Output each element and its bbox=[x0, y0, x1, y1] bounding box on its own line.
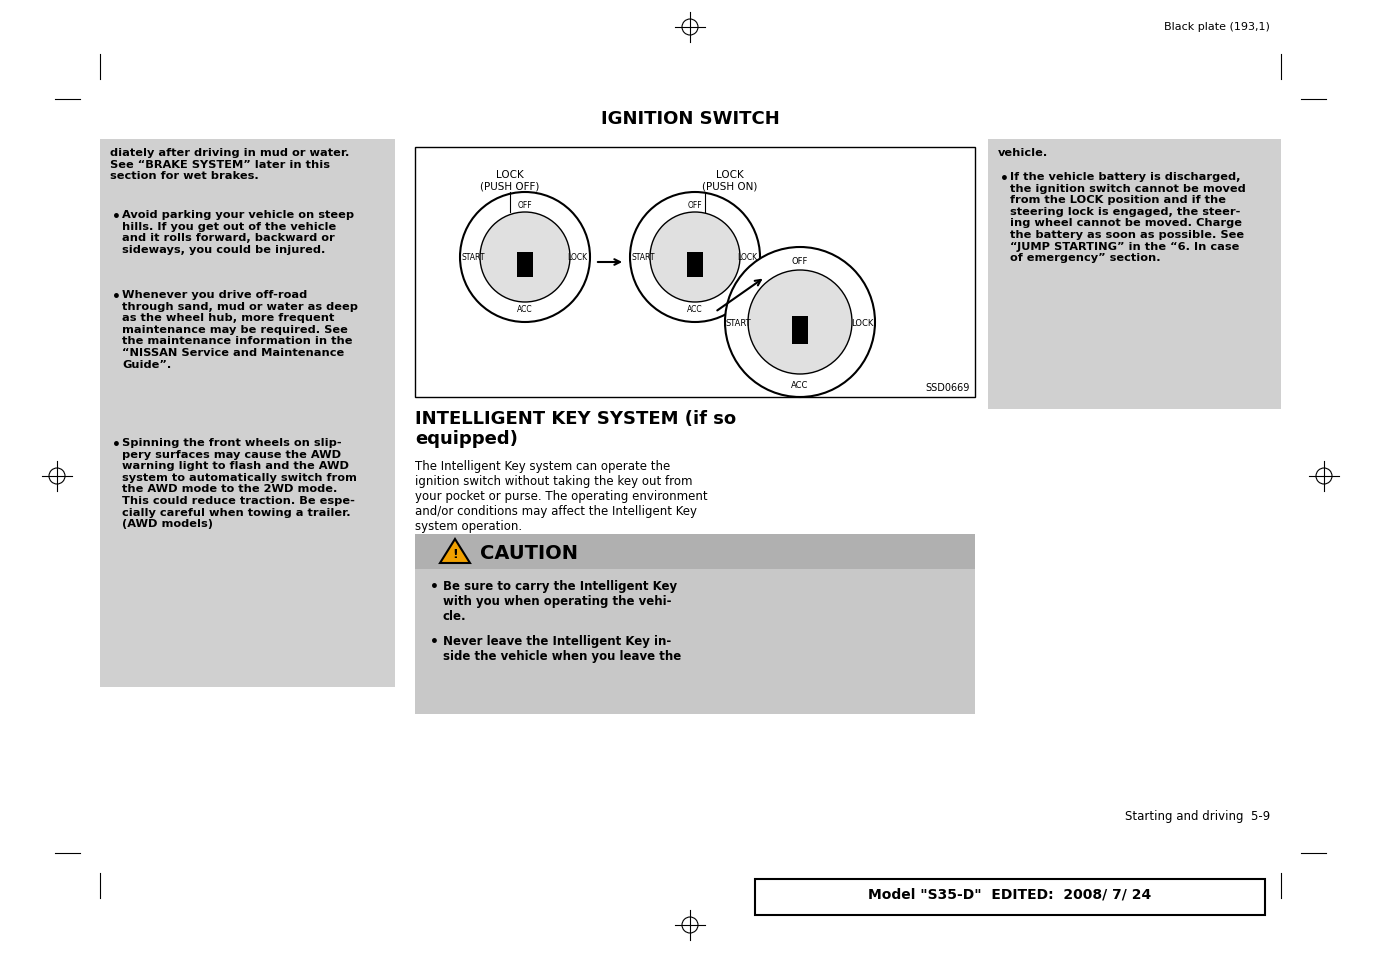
Text: START: START bbox=[461, 253, 485, 262]
Circle shape bbox=[460, 193, 590, 323]
Text: Avoid parking your vehicle on steep
hills. If you get out of the vehicle
and it : Avoid parking your vehicle on steep hill… bbox=[122, 210, 354, 254]
Bar bbox=[416, 535, 975, 569]
Polygon shape bbox=[441, 539, 470, 563]
Text: The Intelligent Key system can operate the
ignition switch without taking the ke: The Intelligent Key system can operate t… bbox=[416, 459, 707, 533]
Bar bbox=[516, 253, 533, 277]
Text: !: ! bbox=[452, 547, 458, 560]
Text: ACC: ACC bbox=[688, 305, 703, 314]
Text: CAUTION: CAUTION bbox=[481, 543, 579, 562]
Text: Whenever you drive off-road
through sand, mud or water as deep
as the wheel hub,: Whenever you drive off-road through sand… bbox=[122, 290, 358, 369]
Text: OFF: OFF bbox=[688, 201, 703, 211]
Text: vehicle.: vehicle. bbox=[998, 148, 1048, 158]
Circle shape bbox=[650, 213, 740, 303]
Text: LOCK
(PUSH ON): LOCK (PUSH ON) bbox=[703, 170, 758, 192]
Text: •: • bbox=[112, 210, 122, 224]
Circle shape bbox=[481, 213, 570, 303]
Text: IGNITION SWITCH: IGNITION SWITCH bbox=[601, 110, 779, 128]
Text: Starting and driving  5-9: Starting and driving 5-9 bbox=[1124, 809, 1271, 822]
Text: INTELLIGENT KEY SYSTEM (if so: INTELLIGENT KEY SYSTEM (if so bbox=[416, 410, 736, 428]
Circle shape bbox=[630, 193, 760, 323]
Text: LOCK: LOCK bbox=[568, 253, 587, 262]
Text: LOCK: LOCK bbox=[851, 318, 873, 327]
Bar bbox=[791, 316, 808, 345]
Text: LOCK: LOCK bbox=[737, 253, 757, 262]
Bar bbox=[416, 148, 975, 397]
Text: OFF: OFF bbox=[791, 256, 808, 265]
Text: Be sure to carry the Intelligent Key
with you when operating the vehi-
cle.: Be sure to carry the Intelligent Key wit… bbox=[443, 579, 677, 622]
Text: diately after driving in mud or water.
See “BRAKE SYSTEM” later in this
section : diately after driving in mud or water. S… bbox=[110, 148, 349, 181]
Text: •: • bbox=[112, 437, 122, 452]
Text: •: • bbox=[429, 579, 439, 594]
Bar bbox=[755, 879, 1265, 915]
Bar bbox=[686, 253, 703, 277]
Text: If the vehicle battery is discharged,
the ignition switch cannot be moved
from t: If the vehicle battery is discharged, th… bbox=[1010, 172, 1246, 263]
Text: START: START bbox=[631, 253, 655, 262]
Text: •: • bbox=[429, 635, 439, 648]
Circle shape bbox=[749, 271, 852, 375]
Text: ACC: ACC bbox=[791, 380, 809, 389]
Text: LOCK
(PUSH OFF): LOCK (PUSH OFF) bbox=[481, 170, 540, 192]
Bar bbox=[416, 535, 975, 714]
Text: •: • bbox=[112, 290, 122, 304]
Bar bbox=[987, 140, 1282, 410]
Text: OFF: OFF bbox=[518, 201, 532, 211]
Text: Black plate (193,1): Black plate (193,1) bbox=[1164, 22, 1271, 32]
Text: Model "S35-D"  EDITED:  2008/ 7/ 24: Model "S35-D" EDITED: 2008/ 7/ 24 bbox=[869, 887, 1152, 901]
Circle shape bbox=[725, 248, 876, 397]
Text: Never leave the Intelligent Key in-
side the vehicle when you leave the: Never leave the Intelligent Key in- side… bbox=[443, 635, 681, 662]
Text: •: • bbox=[1000, 172, 1010, 186]
Bar bbox=[99, 140, 395, 687]
Text: Spinning the front wheels on slip-
pery surfaces may cause the AWD
warning light: Spinning the front wheels on slip- pery … bbox=[122, 437, 356, 529]
Text: SSD0669: SSD0669 bbox=[925, 382, 969, 393]
Text: ACC: ACC bbox=[518, 305, 533, 314]
Text: equipped): equipped) bbox=[416, 430, 518, 448]
Text: START: START bbox=[725, 318, 751, 327]
